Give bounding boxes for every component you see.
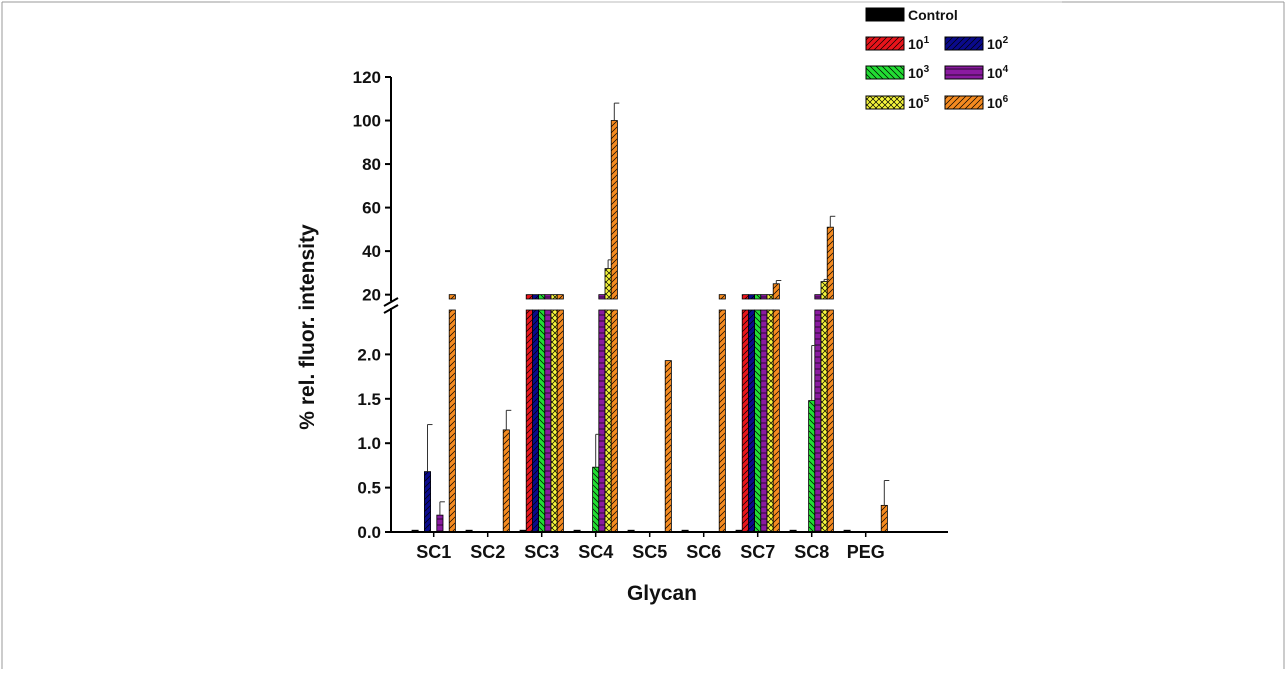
bar-SC3-5-upper bbox=[550, 294, 558, 300]
legend-label-1: 101 bbox=[908, 35, 930, 52]
bar-SC4-5-lower bbox=[604, 309, 612, 533]
bar-SC1-2 bbox=[423, 471, 431, 533]
bar-SC7-2-upper bbox=[748, 294, 756, 300]
bar-SC1-6-lower bbox=[448, 309, 456, 533]
y-tick-label: 1.5 bbox=[357, 390, 381, 409]
x-tick-label: SC4 bbox=[578, 542, 613, 562]
y-tick-label: 0.5 bbox=[357, 479, 381, 498]
bar-SC3-4-lower bbox=[544, 309, 552, 533]
error-bars-layer bbox=[427, 102, 890, 516]
bar-SC6-6-upper bbox=[718, 294, 726, 300]
bar-SC3-1-lower bbox=[525, 309, 533, 533]
legend-swatch-1 bbox=[865, 36, 905, 51]
bar-SC7-1-lower bbox=[741, 309, 749, 533]
x-tick-label: SC8 bbox=[794, 542, 829, 562]
bar-SC8-5-upper bbox=[820, 281, 828, 300]
legend-label-3: 103 bbox=[908, 64, 930, 81]
x-axis-title: Glycan bbox=[627, 582, 697, 605]
bar-SC7-3-lower bbox=[754, 309, 762, 533]
bars-layer bbox=[411, 120, 888, 533]
y-tick-label: 20 bbox=[362, 286, 381, 305]
bar-SC6-6-lower bbox=[718, 309, 726, 533]
y-tick-label: 80 bbox=[362, 155, 381, 174]
x-tick-label: PEG bbox=[847, 542, 885, 562]
bar-SC3-6-lower bbox=[556, 309, 564, 533]
legend-label-4: 104 bbox=[987, 64, 1009, 81]
bar-SC4-4-lower bbox=[598, 309, 606, 533]
bar-SC3-2-lower bbox=[532, 309, 540, 533]
legend-swatch-3 bbox=[865, 65, 905, 80]
legend-swatch-0 bbox=[865, 7, 905, 22]
y-tick-label: 60 bbox=[362, 199, 381, 218]
bar-SC7-1-upper bbox=[741, 294, 749, 300]
bar-SC3-4-upper bbox=[544, 294, 552, 300]
bar-SC7-6-lower bbox=[772, 309, 780, 533]
legend-label-2: 102 bbox=[987, 35, 1009, 52]
legend-label-6: 106 bbox=[987, 94, 1009, 111]
y-tick-label: 40 bbox=[362, 242, 381, 261]
bar-SC7-5-lower bbox=[766, 309, 774, 533]
y-tick-label: 2.0 bbox=[357, 345, 381, 364]
x-tick-label: SC1 bbox=[416, 542, 451, 562]
axes-layer: 0.0 0.5 1.0 1.5 2.0 20 40 60 80 100 120 SC1 SC2 SC3 SC… bbox=[353, 68, 948, 562]
legend-label-5: 105 bbox=[908, 94, 930, 111]
bar-SC1-4 bbox=[436, 514, 444, 533]
bar-SC8-6-lower bbox=[826, 309, 834, 533]
bar-SC3-6-upper bbox=[556, 294, 564, 300]
bar-SC4-6-upper bbox=[610, 120, 618, 300]
bar-SC7-3-upper bbox=[754, 294, 762, 300]
bar-SC1-6-upper bbox=[448, 294, 456, 300]
bar-SC8-5-lower bbox=[820, 309, 828, 533]
y-tick-label: 0.0 bbox=[357, 523, 381, 542]
legend-swatch-2 bbox=[944, 36, 984, 51]
legend-swatch-5 bbox=[865, 95, 905, 110]
y-tick-label: 100 bbox=[353, 112, 381, 131]
y-axis-title: % rel. fluor. intensity bbox=[296, 224, 319, 430]
bar-SC7-6-upper bbox=[772, 283, 780, 300]
bar-SC8-6-upper bbox=[826, 226, 834, 300]
x-tick-label: SC3 bbox=[524, 542, 559, 562]
legend-label-0: Control bbox=[908, 7, 958, 23]
bar-SC8-3 bbox=[808, 400, 816, 533]
bar-SC7-2-lower bbox=[748, 309, 756, 533]
bar-SC4-6-lower bbox=[610, 309, 618, 533]
bar-SC3-1-upper bbox=[525, 294, 533, 300]
bar-SC4-4-upper bbox=[598, 294, 606, 300]
bar-SC8-4-lower bbox=[814, 309, 822, 533]
legend: Control 101 102 103 104 105 106 bbox=[865, 7, 1009, 111]
bar-SC7-4-upper bbox=[760, 294, 768, 300]
x-tick-label: SC7 bbox=[740, 542, 775, 562]
bar-SC4-3 bbox=[592, 466, 600, 533]
axis-break-mark bbox=[383, 304, 399, 314]
axis-break-mark bbox=[383, 297, 399, 307]
bar-PEG-6 bbox=[880, 504, 888, 533]
y-tick-label: 120 bbox=[353, 68, 381, 87]
bar-SC4-5-upper bbox=[604, 268, 612, 300]
y-tick-label: 1.0 bbox=[357, 434, 381, 453]
x-tick-label: SC6 bbox=[686, 542, 721, 562]
bar-SC3-3-upper bbox=[538, 294, 546, 300]
bar-SC3-5-lower bbox=[550, 309, 558, 533]
legend-swatch-6 bbox=[944, 95, 984, 110]
bar-SC7-4-lower bbox=[760, 309, 768, 533]
bar-SC5-6 bbox=[664, 360, 672, 533]
bar-SC3-2-upper bbox=[532, 294, 540, 300]
bar-SC2-6 bbox=[502, 429, 510, 533]
legend-swatch-4 bbox=[944, 65, 984, 80]
x-tick-label: SC5 bbox=[632, 542, 667, 562]
bar-SC7-5-upper bbox=[766, 294, 774, 300]
bar-SC3-3-lower bbox=[538, 309, 546, 533]
bar-SC8-4-upper bbox=[814, 294, 822, 300]
x-tick-label: SC2 bbox=[470, 542, 505, 562]
